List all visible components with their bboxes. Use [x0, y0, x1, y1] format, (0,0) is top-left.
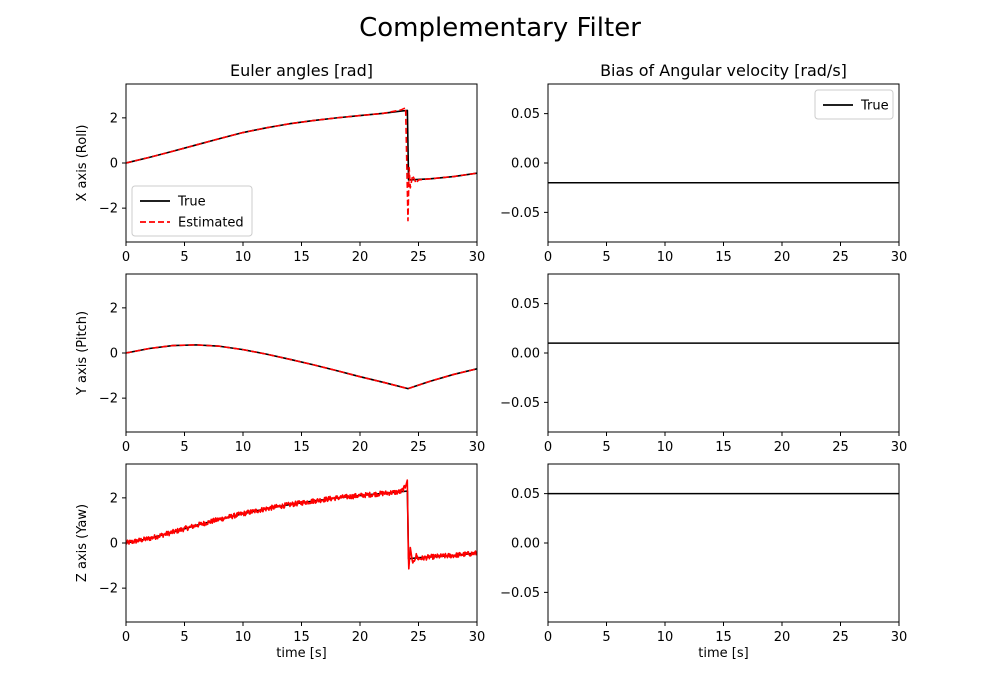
y-tick-label: 0 — [110, 157, 118, 172]
x-tick-label: 30 — [469, 630, 486, 645]
x-tick-label: 30 — [469, 250, 486, 265]
y-axis-label: X axis (Roll) — [75, 125, 90, 202]
y-tick-label: 0.00 — [511, 347, 540, 362]
x-tick-label: 20 — [352, 250, 369, 265]
plot-frame — [125, 273, 478, 433]
x-axis-label: time [s] — [698, 646, 748, 661]
x-tick-label: 15 — [293, 630, 310, 645]
x-tick-label: 10 — [235, 250, 252, 265]
legend-box — [131, 185, 253, 237]
x-tick-label: 30 — [891, 440, 908, 455]
x-tick-label: 0 — [122, 630, 130, 645]
x-tick-label: 30 — [469, 440, 486, 455]
x-tick-label: 20 — [774, 440, 791, 455]
x-tick-label: 25 — [832, 630, 849, 645]
x-tick-label: 15 — [715, 440, 732, 455]
x-tick-label: 15 — [293, 250, 310, 265]
subplot-6: 0 5 10 15 20 25 30 0.05 0.00 −0.05 time [s] — [500, 463, 908, 661]
x-tick-label: 5 — [602, 440, 610, 455]
x-tick-label: 25 — [410, 440, 427, 455]
legend-label: Estimated — [178, 216, 244, 231]
x-tick-label: 5 — [180, 250, 188, 265]
x-tick-label: 0 — [544, 630, 552, 645]
y-tick-label: −0.05 — [500, 396, 540, 411]
x-tick-label: 25 — [832, 440, 849, 455]
series-line-estimated — [126, 344, 477, 390]
figure-title: Complementary Filter — [359, 13, 641, 43]
series-line-true — [126, 109, 477, 181]
legend-label: True — [860, 99, 889, 114]
subplot-4: 0 5 10 15 20 25 30 0.05 0.00 −0.05 — [500, 273, 908, 455]
x-tick-label: 20 — [774, 250, 791, 265]
subplot-title: Euler angles [rad] — [230, 61, 373, 80]
y-tick-label: 0.05 — [511, 297, 540, 312]
y-tick-label: 0.05 — [511, 487, 540, 502]
x-tick-label: 15 — [715, 630, 732, 645]
y-tick-label: 0.00 — [511, 537, 540, 552]
series-line-estimated — [126, 106, 477, 222]
x-tick-label: 20 — [352, 630, 369, 645]
x-tick-label: 10 — [657, 440, 674, 455]
subplot-title: Bias of Angular velocity [rad/s] — [600, 61, 847, 80]
y-tick-label: −2 — [99, 582, 118, 597]
y-tick-label: 2 — [110, 301, 118, 316]
legend-label: True — [177, 195, 206, 210]
y-tick-label: −0.05 — [500, 586, 540, 601]
x-tick-label: 30 — [891, 630, 908, 645]
legend: True Estimated — [131, 185, 253, 237]
y-tick-label: 0 — [110, 347, 118, 362]
x-tick-label: 0 — [544, 440, 552, 455]
y-axis-label: Z axis (Yaw) — [75, 504, 90, 582]
series-group — [126, 344, 477, 390]
x-tick-label: 30 — [891, 250, 908, 265]
x-tick-label: 5 — [602, 630, 610, 645]
y-tick-label: 2 — [110, 111, 118, 126]
plot-frame — [125, 463, 478, 623]
plot-frame — [547, 273, 900, 433]
series-group — [126, 479, 477, 570]
x-tick-label: 5 — [180, 440, 188, 455]
subplot-2: 0 5 10 15 20 25 30 0.05 0.00 −0.05 Bias of Angular… — [500, 61, 907, 265]
x-tick-label: 0 — [122, 250, 130, 265]
x-tick-label: 5 — [180, 630, 188, 645]
x-tick-label: 10 — [235, 440, 252, 455]
x-tick-label: 25 — [832, 250, 849, 265]
x-tick-label: 25 — [410, 630, 427, 645]
y-tick-label: −0.05 — [500, 206, 540, 221]
x-tick-label: 5 — [602, 250, 610, 265]
series-line-estimated — [126, 479, 477, 570]
x-axis-label: time [s] — [276, 646, 326, 661]
y-tick-label: 2 — [110, 491, 118, 506]
x-tick-label: 0 — [122, 440, 130, 455]
y-tick-label: −2 — [99, 202, 118, 217]
x-tick-label: 15 — [715, 250, 732, 265]
y-tick-label: −2 — [99, 392, 118, 407]
x-tick-label: 0 — [544, 250, 552, 265]
y-tick-label: 0.00 — [511, 157, 540, 172]
legend: True — [814, 89, 894, 120]
x-tick-label: 20 — [774, 630, 791, 645]
x-tick-label: 10 — [657, 250, 674, 265]
y-tick-label: 0 — [110, 537, 118, 552]
series-group — [126, 106, 477, 222]
series-line-true — [126, 344, 477, 390]
x-tick-label: 25 — [410, 250, 427, 265]
y-tick-label: 0.05 — [511, 107, 540, 122]
y-axis-label: Y axis (Pitch) — [75, 311, 90, 396]
x-tick-label: 10 — [657, 630, 674, 645]
legend-box — [814, 89, 894, 120]
x-tick-label: 15 — [293, 440, 310, 455]
x-tick-label: 20 — [352, 440, 369, 455]
plot-frame — [547, 463, 900, 623]
x-tick-label: 10 — [235, 630, 252, 645]
